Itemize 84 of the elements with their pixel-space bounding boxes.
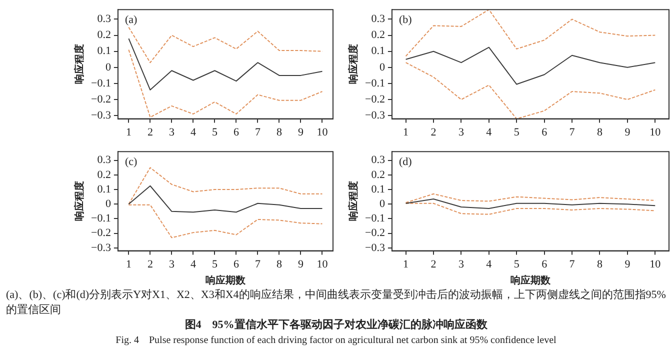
chart-title: (d) [398, 156, 412, 168]
y-tick-label: 0.2 [97, 29, 111, 42]
x-tick-label: 1 [126, 126, 132, 138]
x-tick-label: 7 [254, 126, 261, 138]
x-tick-label: 4 [486, 258, 492, 270]
x-tick-label: 10 [316, 258, 328, 270]
y-tick-label: −0.2 [364, 93, 385, 106]
y-tick-label: 0.2 [371, 29, 385, 42]
y-tick-label: −0.1 [364, 77, 385, 90]
y-axis-title: 响应程度 [348, 44, 360, 84]
x-tick-label: 5 [212, 126, 218, 138]
x-tick-label: 4 [190, 258, 196, 270]
y-tick-label: 0.1 [97, 45, 111, 58]
x-tick-label: 6 [542, 258, 548, 270]
x-axis-title: 响应期数 [510, 274, 552, 287]
x-tick-label: 9 [298, 258, 304, 270]
x-tick-label: 4 [486, 126, 492, 138]
x-axis-title: 响应期数 [205, 274, 246, 287]
chart-title: (b) [398, 14, 412, 26]
x-tick-label: 2 [430, 126, 436, 138]
y-tick-label: −0.2 [90, 93, 111, 106]
x-tick-label: 1 [403, 126, 409, 138]
y-tick-label: −0.3 [90, 109, 112, 122]
x-tick-label: 5 [212, 258, 218, 270]
x-tick-label: 9 [298, 126, 304, 138]
text: (a)、(b)、(c)和(d)分别表示Y对X1、X2、X3和X4的响应结果，中间曲线表示变量受到冲击后的波动振幅，上下两侧虚线之间的范围指95%的置信区间 [6, 288, 666, 318]
y-tick-label: −0.1 [364, 212, 385, 225]
x-tick-label: 8 [276, 126, 282, 138]
y-tick-label: −0.3 [90, 242, 112, 254]
x-tick-label: 5 [514, 126, 520, 138]
y-tick-label: 0.3 [371, 154, 386, 166]
y-tick-label: 0.2 [97, 168, 111, 181]
x-tick-label: 2 [147, 258, 153, 270]
caption: 图4 95%置信水平下各驱动因子对农业净碳汇的脉冲响应函数 [184, 318, 488, 333]
x-tick-label: 3 [168, 258, 175, 270]
x-tick-label: 5 [514, 258, 520, 270]
y-tick-label: 0.1 [371, 183, 385, 196]
x-tick-label: 10 [650, 258, 662, 270]
x-tick-label: 9 [624, 126, 631, 138]
x-tick-label: 7 [569, 258, 576, 270]
y-tick-label: 0 [379, 61, 386, 74]
x-tick-label: 8 [596, 126, 603, 138]
y-axis-title: 响应程度 [348, 181, 360, 222]
x-tick-label: 2 [430, 258, 436, 270]
line-series [405, 62, 656, 119]
y-tick-label: 0 [379, 198, 386, 210]
x-tick-label: 8 [276, 258, 282, 270]
y-tick-label: 0 [105, 61, 112, 74]
x-tick-label: 3 [458, 126, 464, 138]
y-tick-label: −0.2 [364, 227, 385, 240]
y-tick-label: −0.1 [90, 212, 111, 225]
y-tick-label: 0 [105, 198, 112, 210]
y-tick-label: −0.3 [364, 109, 386, 122]
x-tick-label: 2 [147, 126, 153, 138]
x-tick-label: 10 [650, 126, 662, 138]
x-tick-label: 6 [542, 126, 548, 138]
y-axis-title: 响应程度 [74, 181, 86, 222]
x-tick-label: 1 [126, 258, 132, 270]
y-tick-label: 0.3 [97, 13, 112, 26]
y-tick-label: −0.1 [90, 77, 111, 90]
x-tick-label: 3 [458, 258, 464, 270]
x-tick-label: 8 [596, 258, 603, 270]
x-tick-label: 6 [233, 258, 240, 270]
x-tick-label: 6 [233, 126, 240, 138]
y-tick-label: −0.2 [90, 227, 111, 240]
y-axis-title: 响应程度 [74, 44, 86, 84]
y-tick-label: 0.3 [97, 154, 112, 166]
x-tick-label: 10 [316, 126, 328, 138]
x-tick-label: 7 [569, 126, 576, 138]
x-tick-label: 1 [403, 258, 409, 270]
line-series [128, 49, 323, 118]
chart-title: (a) [124, 14, 138, 26]
x-tick-label: 9 [624, 258, 631, 270]
y-tick-label: 0.3 [371, 13, 386, 26]
y-tick-label: −0.3 [364, 242, 386, 254]
chart-title: (c) [124, 156, 138, 168]
line-series [128, 26, 323, 64]
caption: Fig. 4 Pulse response function of each driving factor on agricultural net carbon sink at 95% confidence level [114, 334, 558, 348]
y-tick-label: 0.1 [371, 45, 385, 58]
x-tick-label: 3 [168, 126, 175, 138]
y-tick-label: 0.2 [371, 168, 385, 181]
y-tick-label: 0.1 [97, 183, 111, 196]
x-tick-label: 7 [254, 258, 261, 270]
x-tick-label: 4 [190, 126, 196, 138]
